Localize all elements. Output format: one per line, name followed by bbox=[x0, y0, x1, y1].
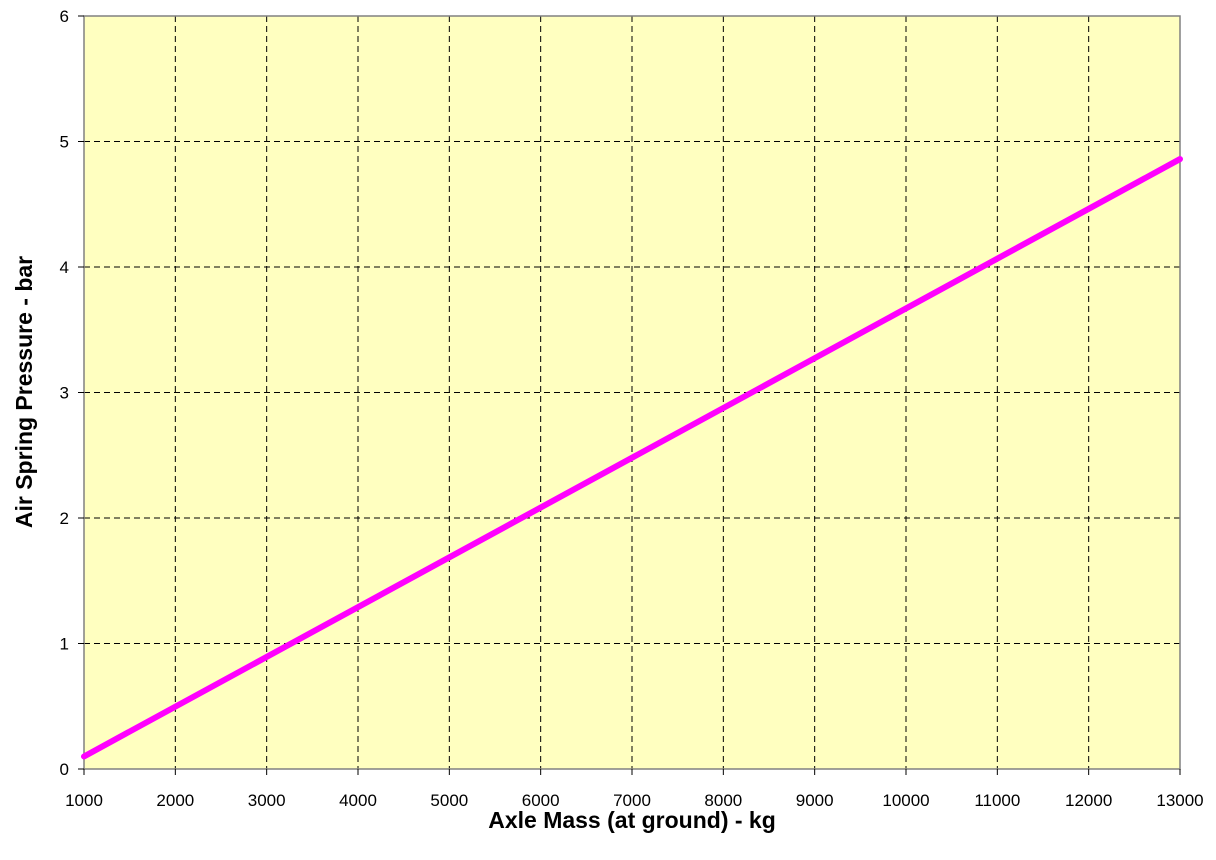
x-tick-label: 2000 bbox=[156, 791, 194, 810]
x-tick-label: 8000 bbox=[704, 791, 742, 810]
y-tick-label: 6 bbox=[60, 7, 69, 26]
y-tick-label: 3 bbox=[60, 384, 69, 403]
y-tick-label: 1 bbox=[60, 635, 69, 654]
x-tick-label: 6000 bbox=[522, 791, 560, 810]
x-tick-label: 5000 bbox=[430, 791, 468, 810]
y-tick-label: 4 bbox=[60, 258, 69, 277]
x-tick-label: 7000 bbox=[613, 791, 651, 810]
axes: 1000 2000 3000 4000 5000 6000 7000 8000 9000 1000… bbox=[60, 7, 1204, 810]
series-line bbox=[81, 156, 1183, 760]
y-tick-label: 0 bbox=[60, 760, 69, 779]
series-layer bbox=[81, 156, 1183, 760]
x-tick-label: 12000 bbox=[1065, 791, 1112, 810]
gridlines bbox=[84, 16, 1180, 769]
x-tick-label: 9000 bbox=[796, 791, 834, 810]
x-tick-label: 10000 bbox=[882, 791, 929, 810]
x-tick-label: 4000 bbox=[339, 791, 377, 810]
x-tick-label: 1000 bbox=[65, 791, 103, 810]
x-tick-label: 3000 bbox=[248, 791, 286, 810]
x-tick-label: 11000 bbox=[974, 791, 1020, 810]
x-axis-title: Axle Mass (at ground) - kg bbox=[488, 807, 776, 833]
x-tick-label: 13000 bbox=[1156, 791, 1203, 810]
y-axis-title: Air Spring Pressure - bar bbox=[11, 256, 37, 528]
y-tick-label: 5 bbox=[60, 133, 69, 152]
y-tick-label: 2 bbox=[60, 509, 69, 528]
